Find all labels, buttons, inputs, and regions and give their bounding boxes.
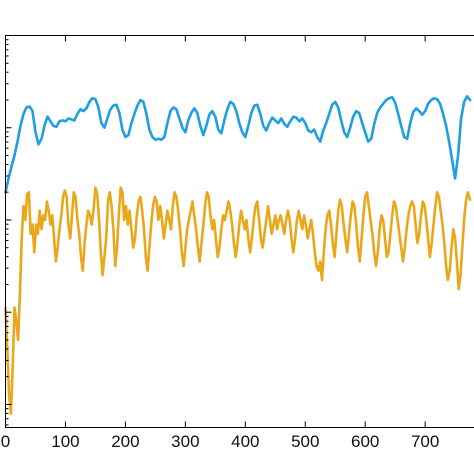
plot-lines [4, 95, 472, 415]
x-tick-label: 500 [291, 432, 319, 451]
x-tick-label: 700 [411, 432, 439, 451]
x-axis: 0 100 200 300 400 500 600 700 [1, 35, 439, 451]
x-tick-label: 400 [231, 432, 259, 451]
y-axis [5, 39, 12, 426]
series-line-1 [4, 95, 472, 194]
series-line-2 [4, 186, 472, 415]
x-tick-label: 600 [351, 432, 379, 451]
x-tick-label: 0 [1, 432, 10, 451]
x-tick-label: 200 [111, 432, 139, 451]
x-tick-label: 100 [51, 432, 79, 451]
x-tick-label: 300 [171, 432, 199, 451]
